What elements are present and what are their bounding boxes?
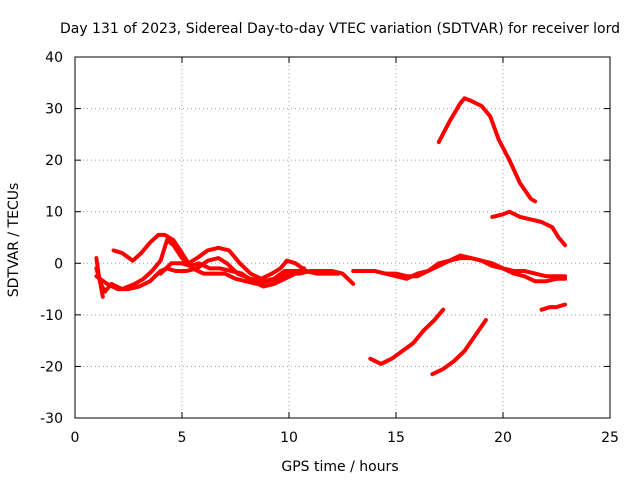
- series-line-track-d: [111, 232, 319, 281]
- x-tick-labels: 0 5 10 15 20 25: [71, 430, 619, 446]
- x-tick-label: 20: [494, 430, 512, 446]
- series-line-track-k: [368, 307, 446, 366]
- plot-frame: [74, 56, 611, 419]
- y-tick-label: 0: [54, 256, 63, 272]
- chart-title: Day 131 of 2023, Sidereal Day-to-day VTE…: [60, 21, 620, 37]
- series-line-track-h: [436, 96, 538, 204]
- x-tick-label: 25: [601, 430, 619, 446]
- y-tick-label: 10: [45, 205, 63, 221]
- y-tick-label: 30: [45, 102, 63, 118]
- y-tick-label: 40: [45, 50, 63, 66]
- y-tick-label: -10: [40, 308, 63, 324]
- y-tick-label: -20: [40, 359, 63, 375]
- series-group: [94, 96, 568, 377]
- y-tick-label: -30: [40, 411, 63, 427]
- series-line-track-g: [383, 256, 568, 281]
- series-line-track-c: [94, 256, 105, 299]
- tick-marks: [74, 56, 611, 419]
- x-axis-label: GPS time / hours: [281, 459, 398, 475]
- y-tick-labels: -30 -20 -10 0 10 20 30 40: [40, 50, 63, 427]
- series-line-track-e: [158, 261, 306, 289]
- x-tick-label: 0: [71, 430, 80, 446]
- x-tick-label: 5: [178, 430, 187, 446]
- x-tick-label: 10: [280, 430, 298, 446]
- y-axis-label: SDTVAR / TECUs: [6, 183, 22, 298]
- y-tick-label: 20: [45, 153, 63, 169]
- grid: [75, 57, 610, 418]
- x-tick-label: 15: [387, 430, 405, 446]
- series-line-track-i: [490, 209, 568, 248]
- series-line-track-j: [539, 302, 568, 312]
- series-line-track-l: [430, 318, 488, 377]
